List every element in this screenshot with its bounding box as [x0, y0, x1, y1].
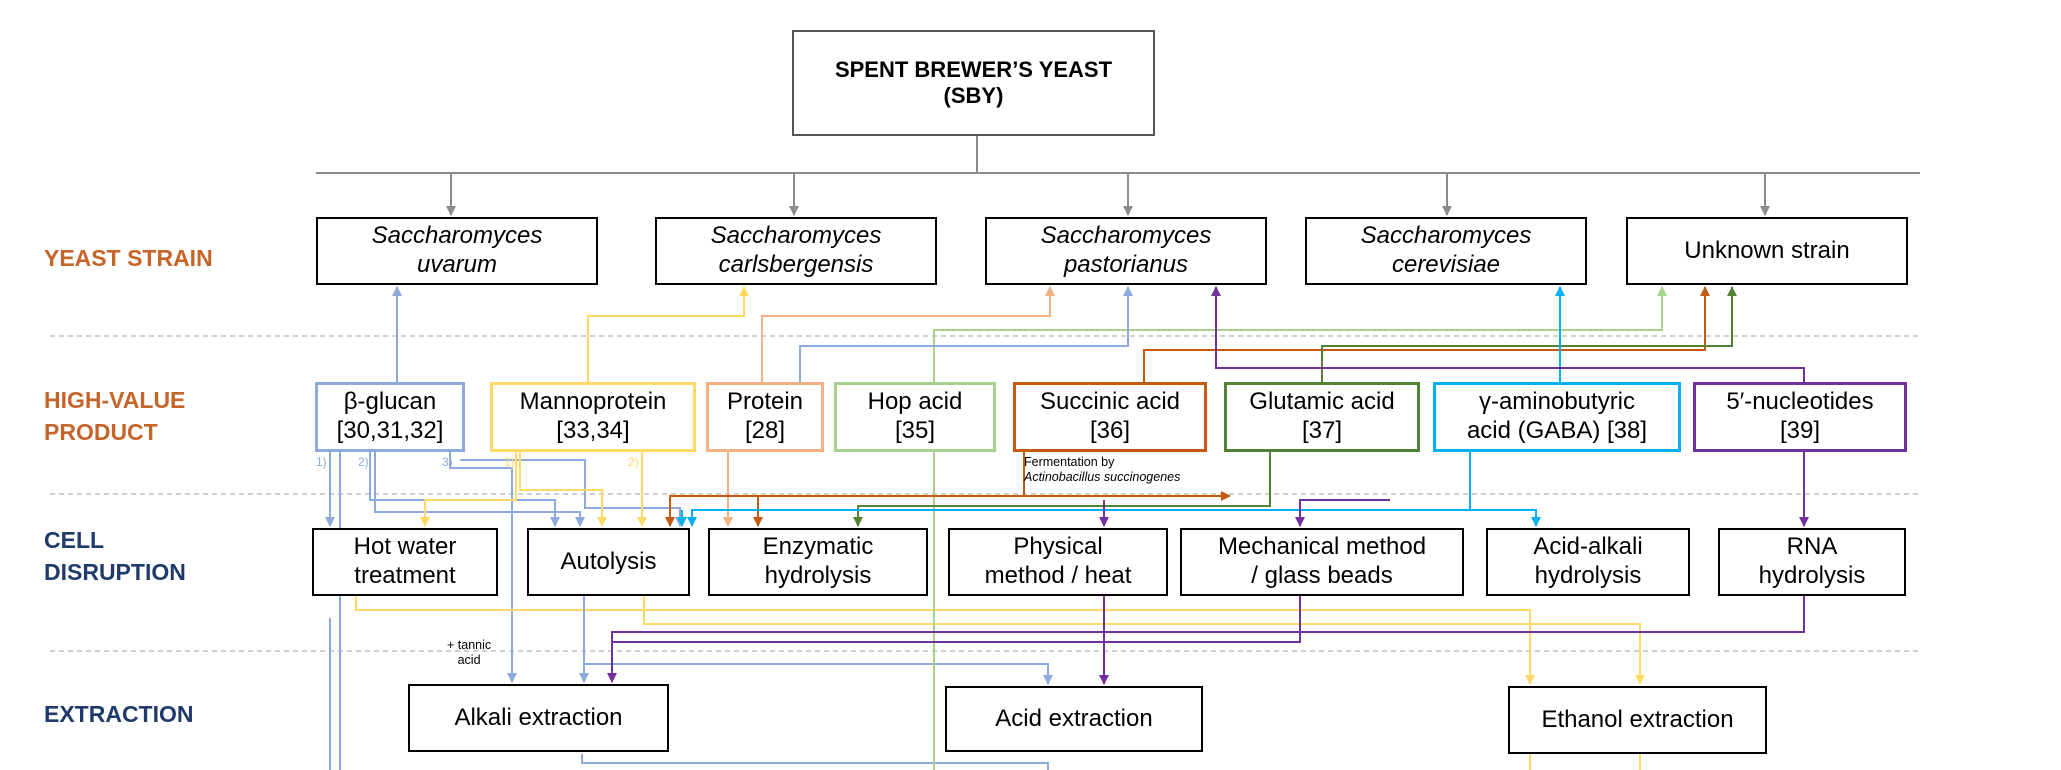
succ-to-autolysis — [665, 495, 1024, 527]
product-hop-acid: Hop acid [35] — [834, 382, 996, 452]
manno-to-carlsbergensis — [587, 286, 749, 382]
note-glucan-path-3: 3) — [442, 455, 453, 469]
nuc-to-mechanical — [1295, 499, 1390, 527]
note-tannic-acid: + tannic acid — [447, 638, 492, 667]
row-label-cell-disruption: CELL DISRUPTION — [44, 527, 186, 586]
protein-to-pastorianus — [761, 286, 1055, 382]
row-label-high-value-product: HIGH-VALUE PRODUCT — [44, 387, 186, 446]
glut-to-unknown — [1321, 286, 1737, 382]
strain-pastorianus: Saccharomyces pastorianus — [985, 217, 1267, 285]
row-label-extraction: EXTRACTION — [44, 701, 194, 727]
nuc-mechanical-to-alkali — [612, 596, 1301, 643]
product-beta-glucan: β-glucan [30,31,32] — [315, 382, 465, 452]
note-fermentation: Fermentation by Actinobacillus succinoge… — [1024, 455, 1181, 484]
product-gaba: γ-aminobutyric acid (GABA) [38] — [1433, 382, 1681, 452]
strain-cerevisiae: Saccharomyces cerevisiae — [1305, 217, 1587, 285]
product-protein: Protein [28] — [706, 382, 824, 452]
product-mannoprotein: Mannoprotein [33,34] — [490, 382, 696, 452]
strain-carlsbergensis: Saccharomyces carlsbergensis — [655, 217, 937, 285]
glucan-path2b — [374, 452, 585, 527]
gaba-down — [687, 452, 1471, 527]
manno-autolysis-ethanol — [643, 596, 1645, 685]
title-box: SPENT BREWER’S YEAST (SBY) — [792, 30, 1155, 136]
extraction-ethanol: Ethanol extraction — [1508, 686, 1767, 754]
title-line1: SPENT BREWER’S YEAST — [834, 56, 1113, 82]
note-glucan-path-2: 2) — [358, 455, 369, 469]
manno-path1 — [420, 452, 517, 527]
note-manno-path-1: 1) — [504, 455, 515, 469]
glucan-alkali-to-acid — [581, 754, 1049, 770]
product-succinic-acid: Succinic acid [36] — [1013, 382, 1207, 452]
nuc-to-pastorianus — [1211, 286, 1805, 382]
gaba-to-acid-alkali — [1470, 509, 1541, 527]
glucan-to-pastorianus — [799, 286, 1133, 382]
extraction-acid: Acid extraction — [945, 686, 1203, 752]
disruption-autolysis: Autolysis — [527, 528, 690, 596]
extraction-alkali: Alkali extraction — [408, 684, 669, 752]
glucan-path3 — [449, 452, 517, 683]
strain-unknown: Unknown strain — [1626, 217, 1908, 285]
disruption-hot-water-treatment: Hot water treatment — [312, 528, 498, 596]
strain-uvarum: Saccharomyces uvarum — [316, 217, 598, 285]
hop-to-unknown — [933, 286, 1667, 382]
note-manno-path-2: 2) — [628, 455, 639, 469]
nuc-rna-to-alkali — [607, 596, 1805, 683]
disruption-physical-method-heat: Physical method / heat — [948, 528, 1168, 596]
succ-to-unknown — [1143, 286, 1710, 382]
disruption-acid-alkali-hydrolysis: Acid-alkali hydrolysis — [1486, 528, 1690, 596]
disruption-mechanical-method: Mechanical method / glass beads — [1180, 528, 1464, 596]
note-glucan-path-1: 1) — [316, 455, 327, 469]
disruption-enzymatic-hydrolysis: Enzymatic hydrolysis — [708, 528, 928, 596]
product-5-nucleotides: 5′-nucleotides [39] — [1693, 382, 1907, 452]
manno-path1b — [519, 452, 607, 527]
row-label-yeast-strain: YEAST STRAIN — [44, 245, 213, 271]
product-glutamic-acid: Glutamic acid [37] — [1224, 382, 1420, 452]
disruption-rna-hydrolysis: RNA hydrolysis — [1718, 528, 1906, 596]
glucan-to-enzymatic — [460, 459, 685, 527]
title-line2: (SBY) — [943, 83, 1004, 108]
glut-down — [853, 452, 1271, 527]
manno-hot-water-around — [355, 596, 1535, 685]
